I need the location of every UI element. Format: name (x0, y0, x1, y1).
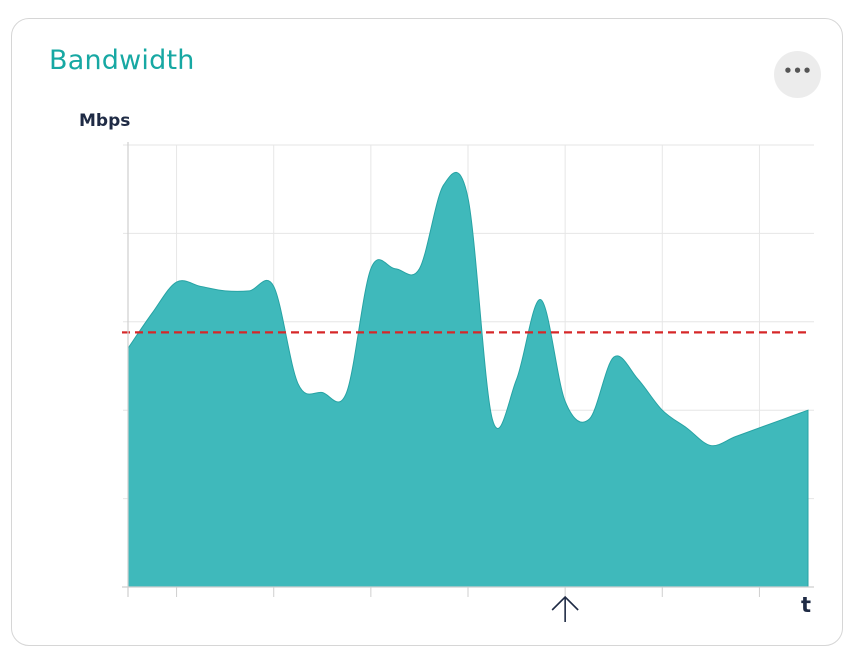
bandwidth-area (127, 172, 809, 588)
arrow-up-icon (551, 595, 579, 622)
card-title: Bandwidth (49, 45, 195, 76)
arrow-head (551, 595, 579, 611)
x-axis-label: t (801, 593, 811, 617)
chart-axes (122, 142, 814, 597)
y-axis-label: Mbps (79, 111, 130, 131)
more-horizontal-icon: ••• (783, 62, 812, 80)
more-options-button[interactable]: ••• (774, 51, 821, 98)
